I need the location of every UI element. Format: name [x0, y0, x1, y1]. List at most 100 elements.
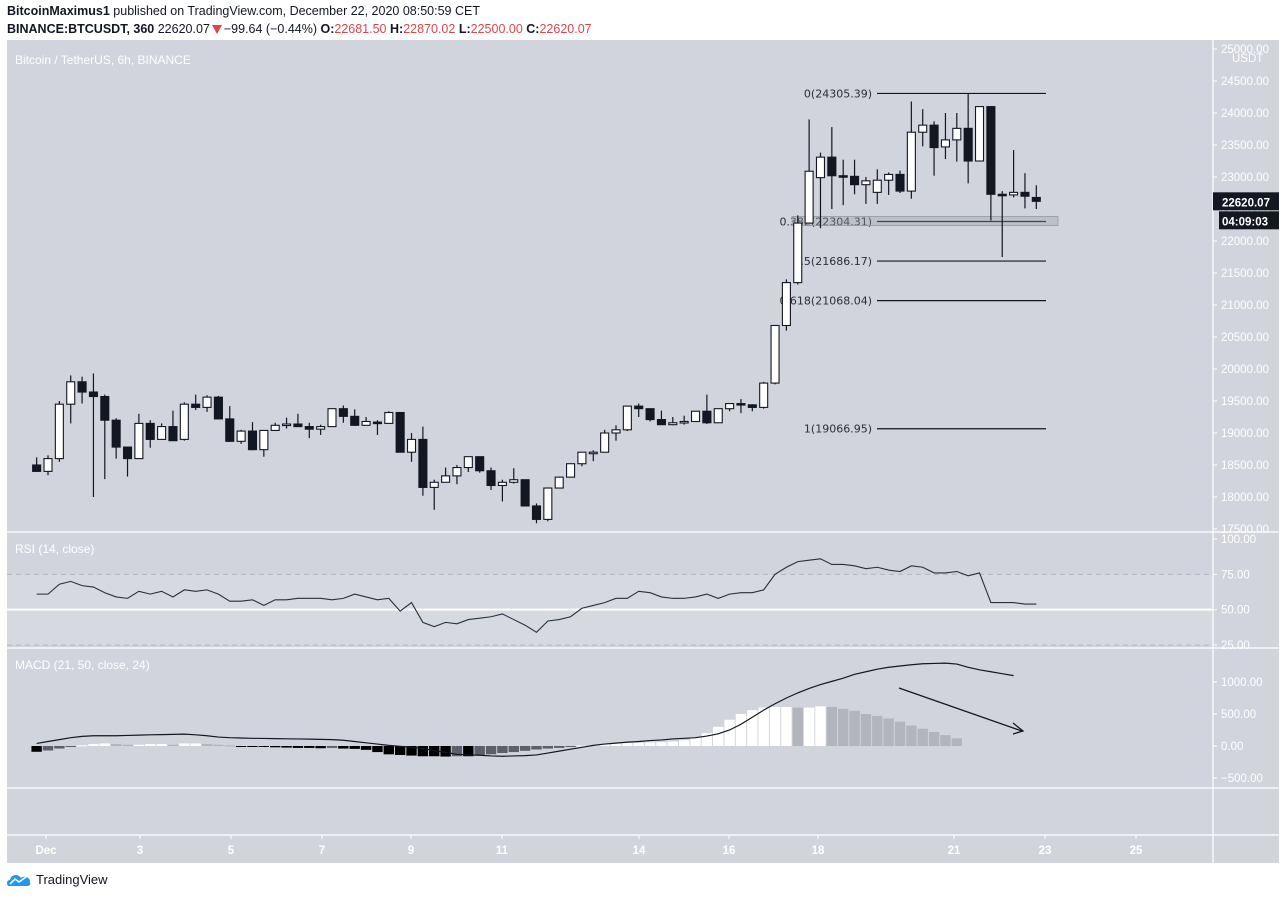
macd-histogram-bar	[54, 746, 65, 749]
macd-histogram-bar	[758, 707, 769, 746]
macd-tick-label: −500.00	[1221, 773, 1263, 785]
candle-body	[350, 415, 360, 426]
candle-body	[100, 395, 110, 421]
candle	[963, 93, 973, 184]
candle-body	[54, 403, 64, 460]
fib-level-label: 0(24305.39)	[804, 87, 872, 100]
candle	[88, 373, 98, 497]
macd-pane[interactable]	[31, 662, 1025, 757]
candle	[577, 451, 587, 467]
candle	[838, 159, 848, 206]
candle	[566, 463, 576, 478]
candle-body	[554, 476, 564, 489]
macd-histogram-bar	[440, 746, 451, 757]
open-label: O:	[320, 22, 335, 36]
candle	[463, 456, 473, 473]
macd-tick-label: 500.00	[1221, 709, 1256, 721]
candle-body	[804, 170, 814, 224]
main-price-pane[interactable]: 0(24305.39)0.382(22304.31)0.5(21686.17)0…	[32, 87, 1059, 524]
candle-body	[1020, 191, 1030, 197]
price-tick-label: 19500.00	[1221, 396, 1269, 408]
candle-body	[906, 131, 916, 192]
candle-body	[497, 481, 507, 487]
candle	[122, 446, 133, 477]
macd-histogram-bar	[270, 746, 281, 748]
time-tick-label: 9	[408, 845, 414, 857]
candle	[940, 113, 950, 160]
candle-body	[282, 423, 292, 427]
candle	[372, 420, 382, 435]
low-label: L:	[458, 22, 471, 36]
candle	[316, 424, 326, 435]
macd-histogram-bar	[65, 746, 76, 747]
candle-body	[270, 424, 280, 431]
candle	[32, 457, 42, 472]
candle-body	[963, 127, 973, 162]
candle-body	[827, 156, 837, 177]
tradingview-footer[interactable]: TradingView	[7, 872, 108, 887]
candle	[736, 399, 746, 414]
macd-histogram-bar	[88, 744, 99, 746]
candle	[827, 127, 837, 209]
macd-histogram-bar	[815, 706, 826, 746]
candle	[270, 422, 280, 432]
candle	[43, 455, 53, 476]
tradingview-brand: TradingView	[36, 872, 108, 887]
macd-line	[36, 662, 1014, 757]
candle-body	[713, 408, 723, 424]
rsi-pane[interactable]	[7, 558, 1213, 646]
candle-body	[179, 403, 189, 440]
macd-histogram-bar	[292, 746, 304, 748]
macd-histogram-bar	[372, 746, 383, 753]
macd-histogram-bar	[951, 738, 962, 746]
candle	[713, 408, 723, 424]
macd-histogram-bar	[394, 746, 406, 755]
macd-histogram-bar	[713, 726, 724, 746]
symbol-label: BINANCE:BTCUSDT, 360	[7, 22, 155, 36]
trend-arrow-line	[898, 687, 1023, 732]
candle-body	[634, 405, 644, 410]
macd-pane-title: MACD (21, 50, close, 24)	[15, 658, 150, 672]
fib-level-label: 0.5(21686.17)	[793, 255, 872, 268]
macd-histogram-bar	[383, 746, 394, 755]
macd-histogram-bar	[326, 746, 338, 748]
candle-body	[600, 432, 610, 453]
macd-histogram-bar	[133, 744, 145, 746]
price-tick-label: 20500.00	[1221, 332, 1269, 344]
candle-body	[327, 408, 337, 428]
candle-body	[872, 179, 882, 193]
candle	[338, 405, 348, 423]
candle	[236, 429, 246, 444]
candle-body	[997, 193, 1007, 197]
price-tick-label: 18500.00	[1221, 460, 1269, 472]
currency-label: USDT	[1232, 53, 1263, 65]
candle	[350, 409, 360, 426]
macd-histogram-bar	[917, 728, 928, 746]
candle	[611, 425, 621, 441]
author-name[interactable]: BitcoinMaximus1	[7, 4, 110, 18]
chart-canvas[interactable]: 0(24305.39)0.382(22304.31)0.5(21686.17)0…	[0, 40, 1286, 863]
axes[interactable]: 25000.0024500.0024000.0023500.0023000.00…	[7, 40, 1279, 863]
candle	[179, 402, 189, 441]
support-zone-box	[791, 216, 1059, 226]
candle	[952, 113, 962, 162]
rsi-pane-title: RSI (14, close)	[15, 542, 94, 556]
macd-histogram-bar	[656, 742, 667, 746]
macd-histogram-bar	[519, 746, 531, 751]
time-tick-label: 16	[723, 845, 736, 857]
candle-body	[338, 408, 348, 417]
candle	[213, 395, 223, 420]
price-tick-label: 23000.00	[1221, 172, 1269, 184]
candle	[747, 404, 757, 412]
candle	[520, 479, 530, 507]
candle	[702, 394, 712, 425]
candle	[395, 411, 405, 453]
candle-body	[372, 421, 382, 425]
candle-body	[645, 408, 655, 421]
macd-histogram-bar	[678, 740, 690, 746]
candle	[293, 413, 303, 428]
candle	[815, 152, 826, 229]
candle	[134, 413, 144, 460]
candle-body	[543, 487, 553, 520]
rsi-tick-label: 75.00	[1221, 569, 1250, 581]
